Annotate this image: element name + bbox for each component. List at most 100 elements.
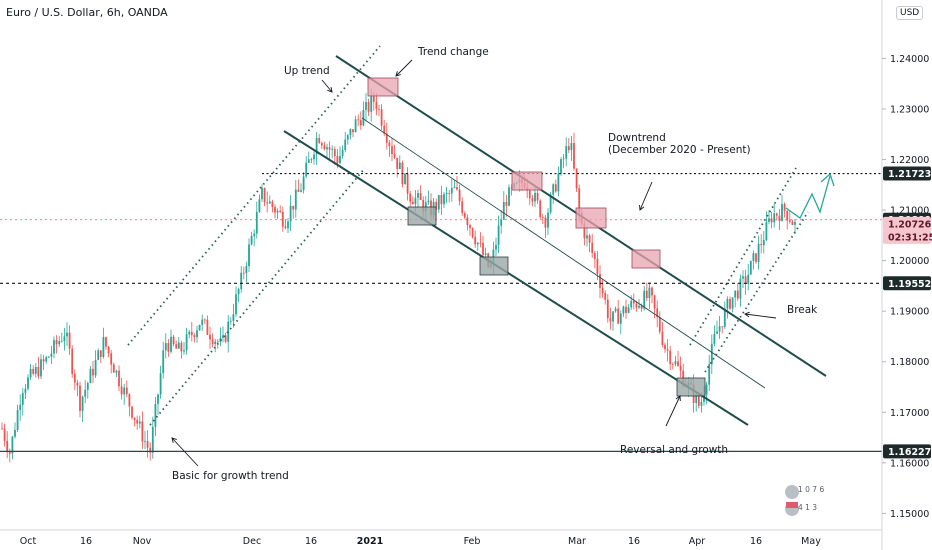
- candle-body: [362, 109, 365, 126]
- candle-body: [333, 149, 336, 157]
- candle: [375, 93, 378, 116]
- candle-body: [417, 193, 419, 198]
- candle: [263, 187, 266, 207]
- candle-body: [357, 119, 360, 121]
- candle-body: [339, 156, 341, 164]
- candle: [42, 354, 45, 370]
- candle: [232, 303, 235, 328]
- candle-body: [237, 289, 240, 295]
- candle-body: [557, 173, 560, 192]
- candle-body: [40, 359, 42, 377]
- candle-body: [248, 244, 250, 267]
- candle: [765, 211, 768, 242]
- candle-body: [414, 197, 417, 205]
- candle-body: [276, 210, 279, 213]
- candle: [318, 134, 321, 144]
- candle: [157, 393, 159, 415]
- candle-body: [167, 343, 170, 352]
- candle-body: [731, 297, 734, 309]
- price-label-text: 02:31:25: [888, 232, 932, 243]
- candle-body: [765, 221, 768, 241]
- candle-body: [297, 189, 300, 192]
- candle-body: [484, 253, 487, 255]
- candle-body: [716, 331, 718, 334]
- candle: [479, 232, 482, 248]
- candle-body: [760, 243, 763, 246]
- candle-body: [575, 168, 578, 189]
- price-label-current: 1.20726: [883, 216, 932, 231]
- time-tick-label: Mar: [568, 536, 586, 547]
- candle: [261, 184, 263, 202]
- candle: [552, 183, 555, 204]
- candle-body: [224, 335, 227, 342]
- candle-body: [742, 276, 744, 279]
- candle-body: [370, 96, 373, 112]
- candle: [656, 300, 659, 328]
- annotation-arrowhead: [675, 395, 681, 402]
- candle: [664, 342, 666, 353]
- candle: [107, 345, 110, 358]
- candle-body: [250, 235, 253, 245]
- candle: [248, 238, 250, 272]
- currency-button[interactable]: USD: [896, 6, 924, 20]
- candle: [89, 365, 92, 384]
- candle-body: [757, 243, 760, 262]
- candle-body: [47, 356, 50, 358]
- candle-body: [281, 212, 284, 227]
- candle-body: [211, 339, 214, 345]
- candle: [313, 151, 315, 165]
- candle: [6, 431, 9, 459]
- candle-body: [336, 156, 339, 164]
- candle: [47, 355, 50, 358]
- reversal-upper-line: [689, 167, 797, 346]
- candle-body: [427, 200, 430, 203]
- candle: [502, 191, 505, 220]
- candle: [448, 189, 451, 203]
- candle: [609, 307, 612, 330]
- candle-body: [16, 410, 19, 431]
- candle-body: [323, 145, 326, 150]
- annotation-arrow: [171, 437, 199, 467]
- candle-body: [359, 120, 362, 126]
- candle-body: [606, 299, 609, 319]
- candle-body: [643, 290, 646, 309]
- candle-body: [378, 108, 380, 110]
- candle: [227, 315, 230, 353]
- candle-body: [619, 313, 622, 324]
- candle: [406, 167, 409, 201]
- candle-body: [710, 343, 713, 365]
- candle-body: [562, 158, 565, 160]
- candle: [716, 320, 718, 335]
- candle-body: [404, 173, 406, 185]
- candle-body: [268, 201, 271, 204]
- candle: [159, 365, 162, 399]
- candle-body: [315, 138, 318, 155]
- candle-body: [105, 337, 107, 347]
- projection-arrowhead: [820, 172, 835, 187]
- candle-body: [58, 341, 61, 345]
- candle-body: [666, 349, 669, 351]
- candle-body: [11, 436, 14, 454]
- candle: [612, 310, 614, 331]
- candle-body: [755, 253, 757, 262]
- candle-body: [60, 340, 63, 342]
- candle: [404, 173, 406, 185]
- candle-body: [198, 324, 201, 331]
- candle: [417, 189, 419, 208]
- candle-body: [300, 190, 302, 192]
- candle: [240, 265, 243, 293]
- candle: [60, 332, 63, 343]
- price-tick-label: 1.21000: [890, 206, 929, 217]
- candle-body: [463, 213, 466, 218]
- candle-body: [170, 336, 172, 352]
- candle: [81, 395, 84, 422]
- time-tick-label: 16: [750, 536, 762, 547]
- candle: [268, 195, 271, 204]
- candle-body: [567, 146, 570, 151]
- candle: [622, 305, 625, 318]
- candle-body: [604, 293, 607, 300]
- candle: [271, 199, 274, 213]
- candle-body: [89, 368, 92, 383]
- candle: [539, 199, 542, 220]
